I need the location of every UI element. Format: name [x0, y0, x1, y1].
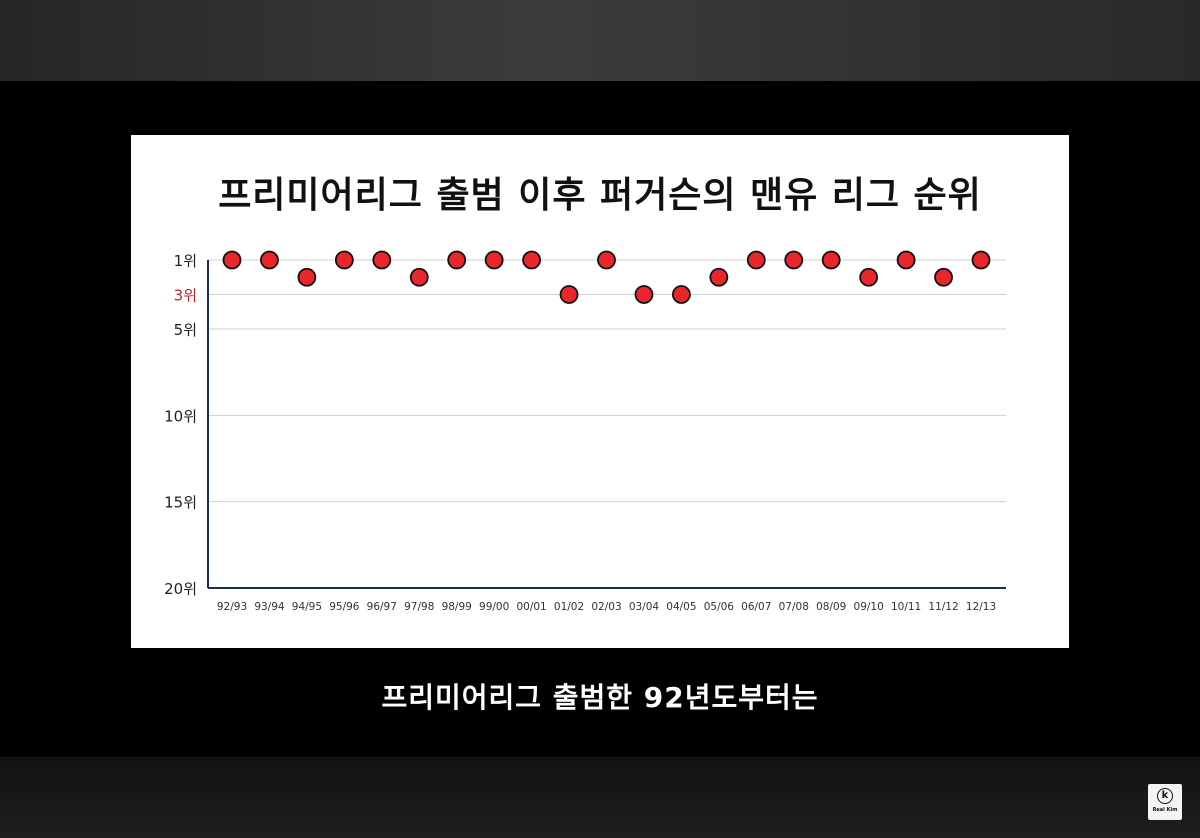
x-tick-label: 96/97 [367, 601, 397, 613]
rank-point [597, 250, 616, 270]
y-tick-label: 15위 [164, 494, 197, 512]
x-tick-label: 05/06 [704, 601, 735, 613]
x-tick-label: 06/07 [741, 601, 771, 613]
rank-point [222, 250, 242, 270]
x-tick-label: 09/10 [854, 601, 884, 613]
y-tick-label: 10위 [164, 407, 197, 425]
rank-point [409, 267, 429, 287]
rank-point [746, 250, 766, 270]
rank-point [896, 250, 916, 270]
rank-point [334, 250, 354, 270]
rank-point [821, 250, 841, 270]
rank-point [934, 267, 953, 287]
x-tick-label: 00/01 [516, 601, 546, 613]
chart-title: 프리미어리그 출범 이후 퍼거슨의 맨유 리그 순위 [218, 175, 982, 216]
top-background-band [0, 0, 1200, 81]
x-tick-label: 04/05 [666, 601, 696, 613]
x-tick-label: 94/95 [292, 601, 322, 613]
x-tick-label: 03/04 [629, 601, 660, 613]
x-tick-label: 07/08 [779, 601, 809, 613]
logo-text: Real Kim [1152, 807, 1178, 813]
chart-slide: 프리미어리그 출범 이후 퍼거슨의 맨유 리그 순위 1위 3위 5위 10위 15위 2… [131, 135, 1069, 648]
x-tick-label: 98/99 [442, 601, 472, 613]
x-tick-label: 93/94 [254, 601, 285, 613]
rank-point [297, 267, 317, 287]
rank-point [260, 250, 279, 270]
y-tick-label: 3위 [174, 287, 197, 305]
rank-point [559, 285, 579, 304]
x-tick-label: 08/09 [816, 601, 846, 613]
bottom-background-band [0, 757, 1200, 838]
rank-point [484, 250, 504, 270]
video-subtitle: 프리미어리그 출범한 92년도부터는 [381, 681, 819, 714]
rank-point [709, 267, 729, 287]
rank-point [634, 285, 654, 304]
x-tick-label: 01/02 [554, 601, 584, 613]
x-tick-label: 10/11 [891, 601, 921, 613]
x-tick-label: 92/93 [217, 601, 247, 613]
rank-point [522, 250, 542, 270]
x-tick-label: 11/12 [928, 601, 958, 613]
x-tick-label: 12/13 [966, 601, 996, 613]
rank-point [672, 285, 691, 304]
logo-k-icon: k [1157, 788, 1173, 804]
rank-point [372, 250, 392, 270]
rank-point [784, 250, 804, 270]
rank-point [447, 250, 467, 270]
rank-point [859, 267, 879, 287]
x-tick-label: 02/03 [591, 601, 621, 613]
x-tick-label: 97/98 [404, 601, 434, 613]
y-tick-label: 1위 [174, 252, 197, 270]
x-tick-label: 95/96 [329, 601, 360, 613]
x-tick-label: 99/00 [479, 601, 509, 613]
y-tick-label: 5위 [174, 321, 197, 339]
channel-logo[interactable]: k Real Kim [1148, 784, 1182, 820]
rank-point [971, 250, 991, 270]
rank-scatter-chart: 1위 3위 5위 10위 15위 20위 92/93 93/94 94/95 95/96 96/97… [164, 250, 1006, 613]
y-tick-label: 20위 [164, 580, 197, 598]
